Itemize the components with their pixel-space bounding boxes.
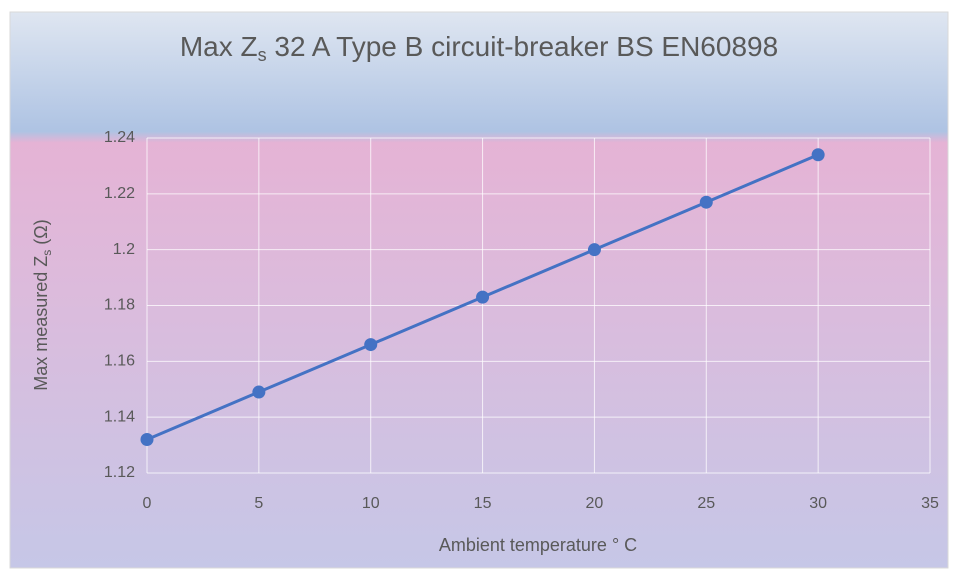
y-tick-label: 1.24 bbox=[104, 129, 135, 146]
y-tick-label: 1.2 bbox=[113, 241, 135, 258]
y-tick-label: 1.22 bbox=[104, 185, 135, 202]
data-point bbox=[699, 195, 713, 209]
data-point bbox=[364, 338, 378, 352]
title-part: 32 A Type B circuit-breaker BS EN60898 bbox=[267, 31, 779, 62]
x-tick-label: 20 bbox=[586, 495, 604, 512]
chart-title: Max Zs 32 A Type B circuit-breaker BS EN… bbox=[180, 31, 778, 64]
data-point bbox=[476, 290, 490, 304]
data-point bbox=[811, 148, 825, 162]
x-tick-label: 0 bbox=[143, 495, 152, 512]
x-tick-label: 15 bbox=[474, 495, 492, 512]
y-tick-label: 1.12 bbox=[104, 464, 135, 481]
data-point bbox=[587, 243, 601, 257]
data-point bbox=[252, 385, 266, 399]
chart-background bbox=[9, 11, 949, 569]
y-label-part: (Ω) bbox=[31, 219, 51, 249]
x-tick-label: 25 bbox=[697, 495, 715, 512]
x-tick-label: 10 bbox=[362, 495, 380, 512]
y-tick-label: 1.16 bbox=[104, 353, 135, 370]
title-subscript: s bbox=[258, 45, 267, 65]
y-tick-label: 1.18 bbox=[104, 297, 135, 314]
y-label-part: Max measured Z bbox=[31, 256, 51, 391]
data-point bbox=[140, 433, 154, 446]
y-axis-label: Max measured Zs (Ω) bbox=[31, 219, 54, 391]
x-axis-label: Ambient temperature ° C bbox=[439, 535, 637, 555]
x-tick-label: 35 bbox=[921, 495, 939, 512]
x-tick-label: 5 bbox=[254, 495, 263, 512]
y-label-subscript: s bbox=[40, 250, 54, 256]
y-tick-label: 1.14 bbox=[104, 408, 135, 425]
title-part: Max Z bbox=[180, 31, 258, 62]
x-tick-label: 30 bbox=[809, 495, 827, 512]
